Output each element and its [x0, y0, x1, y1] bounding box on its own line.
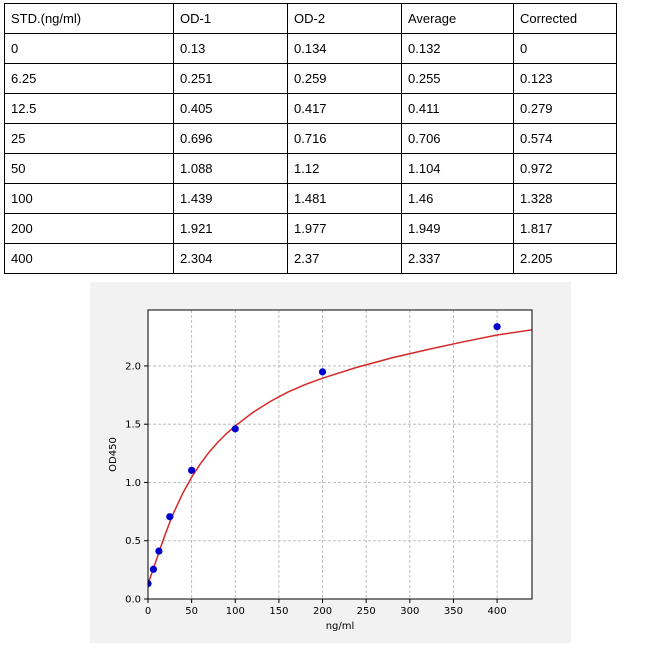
y-axis-label: OD450 [108, 437, 119, 472]
table-row: 400 2.304 2.37 2.337 2.205 [4, 243, 617, 274]
chart-svg: 0 50 100 150 200 250 300 350 400 0.0 0.5 1.0 1.5 2.0 n… [108, 309, 533, 632]
table-row: 0 0.13 0.134 0.132 0 [4, 33, 617, 64]
table-row: 6.25 0.251 0.259 0.255 0.123 [4, 63, 617, 94]
plot-area [148, 310, 532, 599]
standard-curve-chart: 0 50 100 150 200 250 300 350 400 0.0 0.5 1.0 1.5 2.0 n… [90, 282, 571, 643]
table-cell: 400 [4, 243, 174, 274]
table-cell: 2.304 [173, 243, 288, 274]
y-tick-label: 1.5 [125, 420, 141, 431]
table-cell: 0.696 [173, 123, 288, 154]
table-cell: 0.716 [287, 123, 402, 154]
data-point [188, 466, 196, 474]
table-cell: 0.123 [513, 63, 617, 94]
fit-curve-line [147, 329, 533, 584]
table-cell: 1.921 [173, 213, 288, 244]
table-cell: 2.37 [287, 243, 402, 274]
table-cell: 0.411 [401, 93, 514, 124]
table-row: 50 1.088 1.12 1.104 0.972 [4, 153, 617, 184]
table-cell: 1.949 [401, 213, 514, 244]
table-cell: 0.13 [173, 33, 288, 64]
table-cell: 1.439 [173, 183, 288, 214]
x-tick-label: 300 [400, 606, 419, 617]
table-cell: 1.328 [513, 183, 617, 214]
standard-curve-table: STD.(ng/ml) OD-1 OD-2 Average Corrected 0 0.13… [4, 3, 617, 274]
data-point [493, 323, 501, 331]
table-cell: 0.134 [287, 33, 402, 64]
x-tick-label: 100 [226, 606, 245, 617]
table-header-cell: Average [401, 3, 514, 34]
x-tick-label: 250 [357, 606, 376, 617]
table-cell: 1.977 [287, 213, 402, 244]
data-point [149, 565, 158, 573]
x-tick-label: 0 [145, 606, 151, 617]
table-header-row: STD.(ng/ml) OD-1 OD-2 Average Corrected [4, 3, 617, 34]
data-point [148, 580, 152, 588]
table-cell: 0.405 [173, 93, 288, 124]
table-cell: 0.706 [401, 123, 514, 154]
table-row: 25 0.696 0.716 0.706 0.574 [4, 123, 617, 154]
table-cell: 0.972 [513, 153, 617, 184]
table-cell: 0.417 [287, 93, 402, 124]
table-cell: 0.259 [287, 63, 402, 94]
table-cell: 25 [4, 123, 174, 154]
data-point [155, 547, 163, 555]
table-cell: 1.817 [513, 213, 617, 244]
table-cell: 0 [513, 33, 617, 64]
table-cell: 0.279 [513, 93, 617, 124]
table-cell: 1.104 [401, 153, 514, 184]
x-tick-label: 50 [185, 606, 198, 617]
table-cell: 1.12 [287, 153, 402, 184]
table-cell: 2.337 [401, 243, 514, 274]
table-cell: 1.481 [287, 183, 402, 214]
x-tick-label: 350 [444, 606, 463, 617]
data-point [231, 425, 239, 433]
table-row: 12.5 0.405 0.417 0.411 0.279 [4, 93, 617, 124]
x-tick-label: 150 [269, 606, 288, 617]
x-tick-label: 400 [488, 606, 507, 617]
plot-frame [147, 309, 533, 600]
data-point [166, 513, 174, 521]
data-point [318, 368, 327, 376]
x-tick-label: 200 [313, 606, 332, 617]
table-cell: 12.5 [4, 93, 174, 124]
table-cell: 1.46 [401, 183, 514, 214]
table-cell: 0.574 [513, 123, 617, 154]
table-cell: 2.205 [513, 243, 617, 274]
y-tick-label: 1.0 [125, 478, 141, 489]
y-tick-label: 0.0 [125, 595, 141, 606]
table-cell: 0.251 [173, 63, 288, 94]
table-cell: 6.25 [4, 63, 174, 94]
table-header-cell: OD-2 [287, 3, 402, 34]
table-header-cell: STD.(ng/ml) [4, 3, 174, 34]
table-cell: 0 [4, 33, 174, 64]
table-cell: 50 [4, 153, 174, 184]
table-row: 200 1.921 1.977 1.949 1.817 [4, 213, 617, 244]
table-cell: 0.132 [401, 33, 514, 64]
table-cell: 1.088 [173, 153, 288, 184]
table-cell: 100 [4, 183, 174, 214]
y-tick-label: 2.0 [125, 361, 141, 372]
table-header-cell: Corrected [513, 3, 617, 34]
table-cell: 200 [4, 213, 174, 244]
y-tick-label: 0.5 [125, 536, 141, 547]
table-header-cell: OD-1 [173, 3, 288, 34]
table-cell: 0.255 [401, 63, 514, 94]
table-row: 100 1.439 1.481 1.46 1.328 [4, 183, 617, 214]
x-axis-label: ng/ml [326, 621, 355, 632]
